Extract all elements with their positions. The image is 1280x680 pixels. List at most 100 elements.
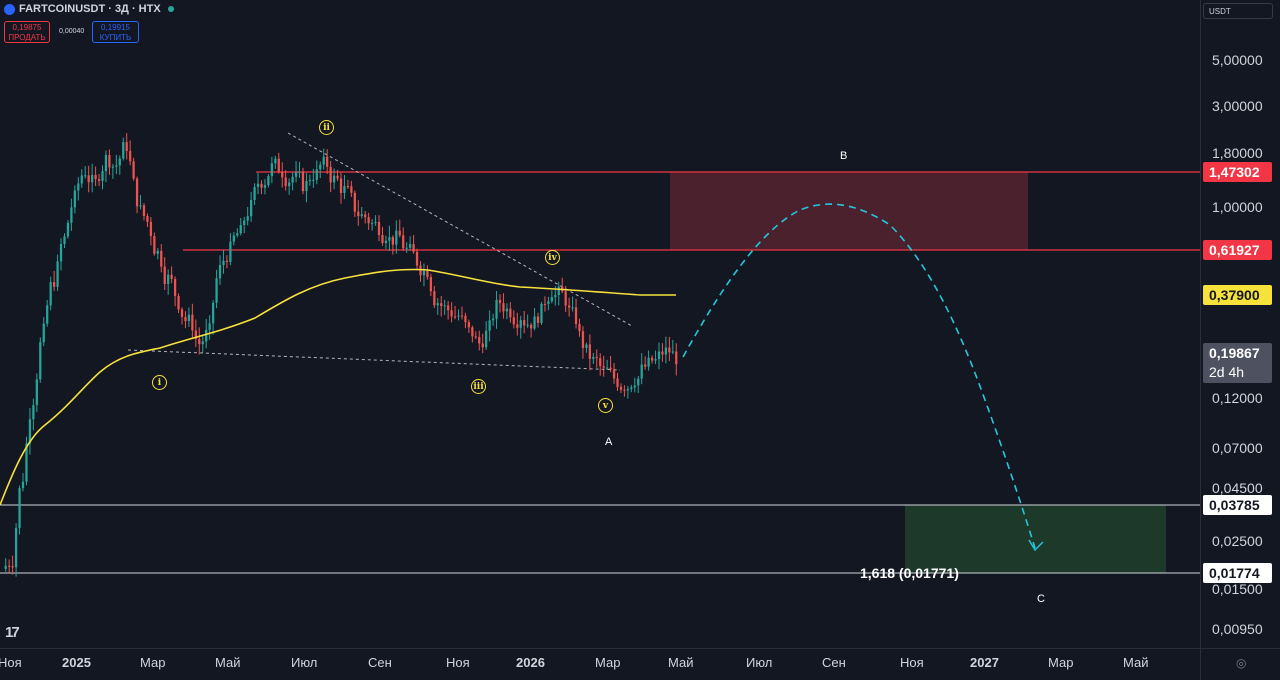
- candle-body[interactable]: [101, 171, 104, 181]
- candle-body[interactable]: [533, 316, 536, 329]
- candle-body[interactable]: [329, 166, 332, 183]
- candle-body[interactable]: [49, 282, 52, 306]
- candle-body[interactable]: [626, 388, 630, 391]
- candle-body[interactable]: [125, 142, 128, 152]
- trendline-lower[interactable]: [127, 349, 621, 371]
- candle-body[interactable]: [194, 330, 197, 339]
- settings-gear-icon[interactable]: ◎: [1236, 656, 1247, 670]
- candle-body[interactable]: [433, 291, 436, 306]
- candle-body[interactable]: [647, 357, 650, 367]
- candle-body[interactable]: [654, 359, 657, 361]
- price-tag-c-bottom[interactable]: 0,01774: [1203, 563, 1272, 583]
- candle-body[interactable]: [129, 151, 132, 162]
- candle-body[interactable]: [91, 174, 94, 183]
- candle-body[interactable]: [246, 216, 249, 221]
- candle-body[interactable]: [588, 344, 591, 359]
- candle-body[interactable]: [177, 295, 180, 310]
- candle-body[interactable]: [59, 244, 63, 262]
- candle-body[interactable]: [52, 282, 56, 287]
- candle-body[interactable]: [592, 356, 595, 359]
- candle-body[interactable]: [405, 247, 408, 249]
- candle-body[interactable]: [94, 174, 97, 180]
- candle-body[interactable]: [288, 182, 291, 187]
- candle-body[interactable]: [184, 316, 187, 322]
- candle-body[interactable]: [502, 303, 505, 312]
- candle-body[interactable]: [277, 158, 280, 172]
- candle-body[interactable]: [485, 330, 488, 348]
- candle-body[interactable]: [308, 180, 312, 182]
- candle-body[interactable]: [70, 207, 73, 223]
- candle-body[interactable]: [415, 251, 419, 266]
- candle-body[interactable]: [80, 175, 83, 184]
- candle-body[interactable]: [657, 351, 661, 360]
- candle-body[interactable]: [187, 314, 191, 322]
- candle-body[interactable]: [208, 323, 211, 330]
- candle-body[interactable]: [616, 378, 619, 387]
- candle-body[interactable]: [191, 314, 194, 331]
- candle-body[interactable]: [426, 270, 429, 278]
- candle-body[interactable]: [498, 299, 502, 304]
- candle-body[interactable]: [495, 299, 498, 319]
- candle-body[interactable]: [108, 155, 111, 168]
- candle-body[interactable]: [578, 323, 581, 332]
- candle-body[interactable]: [156, 250, 159, 254]
- candle-body[interactable]: [111, 166, 115, 168]
- candle-body[interactable]: [554, 295, 557, 298]
- candle-body[interactable]: [160, 250, 163, 267]
- candle-body[interactable]: [644, 364, 647, 367]
- candle-body[interactable]: [260, 183, 263, 188]
- candle-body[interactable]: [118, 158, 121, 166]
- price-tag-c-top[interactable]: 0,03785: [1203, 495, 1272, 515]
- candle-body[interactable]: [28, 419, 32, 444]
- candle-body[interactable]: [585, 344, 588, 349]
- candle-body[interactable]: [633, 385, 636, 388]
- candle-body[interactable]: [436, 303, 439, 306]
- candle-body[interactable]: [443, 305, 446, 307]
- candle-body[interactable]: [322, 156, 325, 165]
- candle-body[interactable]: [606, 367, 609, 369]
- candle-body[interactable]: [619, 386, 623, 390]
- candle-body[interactable]: [491, 318, 495, 321]
- candle-body[interactable]: [529, 324, 533, 329]
- fib-extension-label[interactable]: 1,618 (0,01771): [860, 565, 959, 581]
- point-b-label[interactable]: B: [840, 150, 848, 162]
- candle-body[interactable]: [350, 186, 353, 193]
- candle-body[interactable]: [370, 223, 374, 225]
- candle-body[interactable]: [250, 199, 253, 217]
- candle-body[interactable]: [218, 265, 222, 279]
- candle-body[interactable]: [516, 324, 519, 328]
- candle-body[interactable]: [571, 307, 574, 309]
- candle-body[interactable]: [149, 221, 153, 237]
- candle-body[interactable]: [453, 316, 457, 318]
- candle-body[interactable]: [142, 205, 146, 216]
- price-tag-b-top[interactable]: 1,47302: [1203, 162, 1272, 182]
- candle-body[interactable]: [450, 310, 453, 317]
- candle-body[interactable]: [326, 156, 329, 167]
- candle-body[interactable]: [543, 303, 547, 305]
- candle-body[interactable]: [66, 222, 70, 237]
- candle-body[interactable]: [84, 175, 87, 177]
- candle-body[interactable]: [146, 215, 149, 222]
- candle-body[interactable]: [77, 183, 80, 191]
- candle-body[interactable]: [305, 180, 308, 192]
- candle-body[interactable]: [21, 481, 25, 489]
- tradingview-logo-icon[interactable]: 17: [5, 624, 20, 641]
- candle-body[interactable]: [422, 270, 426, 276]
- candle-body[interactable]: [339, 178, 343, 194]
- candle-body[interactable]: [668, 347, 671, 353]
- symbol-title[interactable]: FARTCOINUSDT · 3Д · HTX: [19, 3, 161, 15]
- candle-body[interactable]: [460, 315, 464, 317]
- candle-body[interactable]: [409, 244, 412, 248]
- candle-body[interactable]: [440, 303, 443, 306]
- candle-body[interactable]: [519, 320, 522, 328]
- candle-body[interactable]: [512, 317, 515, 325]
- candle-body[interactable]: [104, 155, 108, 172]
- candle-body[interactable]: [557, 286, 560, 296]
- candle-body[interactable]: [139, 205, 142, 207]
- candle-body[interactable]: [343, 186, 346, 194]
- candle-body[interactable]: [467, 322, 471, 328]
- candle-body[interactable]: [332, 175, 336, 183]
- candle-body[interactable]: [11, 566, 14, 568]
- candle-body[interactable]: [471, 327, 474, 337]
- candle-body[interactable]: [73, 190, 76, 208]
